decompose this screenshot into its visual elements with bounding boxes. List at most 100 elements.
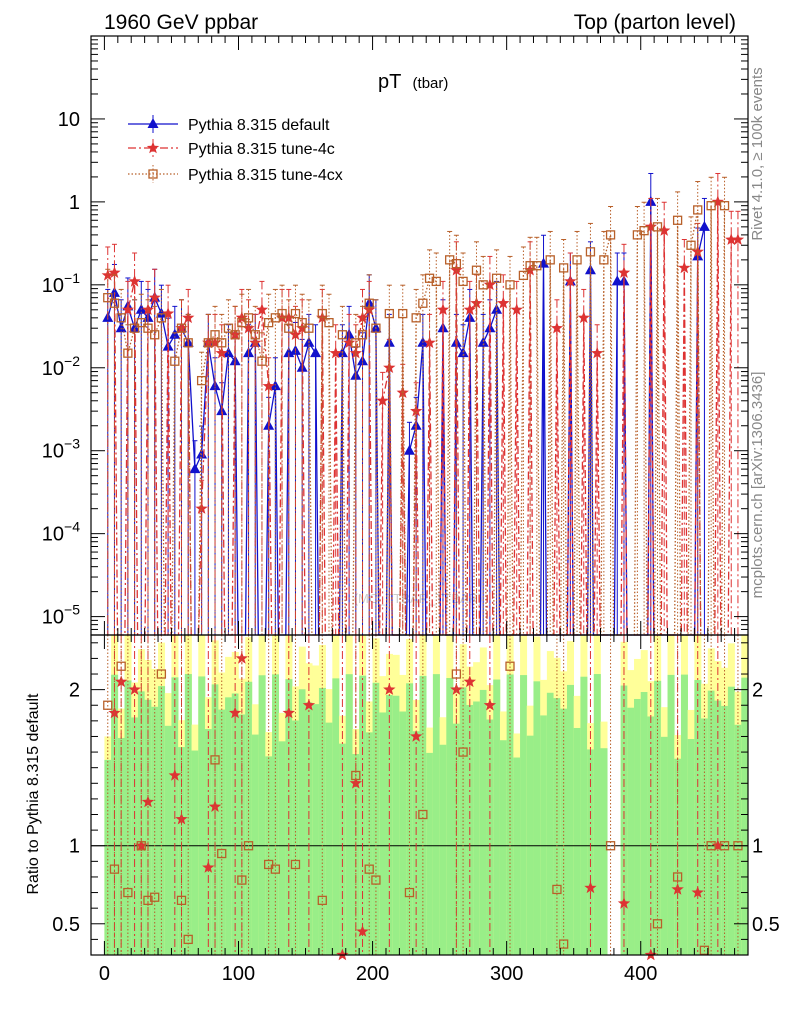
band-inner [325, 722, 333, 955]
data-point [156, 313, 167, 323]
band-inner [721, 705, 729, 955]
data-point [532, 261, 542, 271]
ratio-point [202, 861, 215, 873]
data-point [277, 308, 287, 319]
band-inner [332, 678, 340, 955]
ratio-series-tune4cx [103, 635, 743, 955]
data-point [296, 321, 309, 334]
plot-title: pT (tbar) [378, 71, 448, 93]
ratio-point [505, 661, 515, 671]
legend-marker-tune4c [146, 141, 160, 154]
data-point [235, 311, 248, 324]
band-inner [104, 759, 112, 955]
ratio-point [175, 812, 188, 825]
band-inner [278, 741, 286, 955]
y-tick-exp: −5 [64, 602, 80, 618]
data-point [545, 255, 555, 265]
data-point [518, 270, 529, 281]
y-tick-exp: −3 [64, 436, 80, 452]
ratio-point [156, 669, 167, 679]
legend-marker-tune4cx [148, 169, 158, 179]
data-point [458, 276, 468, 287]
band-inner [432, 674, 440, 955]
data-point [129, 323, 140, 333]
ratio-point [243, 841, 254, 851]
data-point [525, 261, 535, 271]
legend-label-tune4cx: Pythia 8.315 tune-4cx [188, 167, 343, 184]
band-inner [593, 674, 601, 955]
y-tick-label: 10−4 [42, 519, 80, 546]
band-inner [365, 732, 373, 955]
data-point [410, 404, 423, 417]
band-inner [225, 697, 233, 955]
x-tick-label: 300 [490, 963, 523, 985]
y-tick-base: 10 [42, 358, 64, 380]
data-point [123, 348, 133, 358]
data-point [398, 308, 408, 319]
data-point [384, 308, 394, 319]
data-point [591, 346, 604, 359]
data-point [217, 338, 227, 348]
data-point [230, 330, 240, 340]
data-point [215, 346, 228, 359]
ratio-point [210, 755, 220, 765]
legend: Pythia 8.315 default Pythia 8.315 tune-4… [128, 115, 343, 184]
ratio-point [237, 875, 247, 885]
band-inner [191, 750, 199, 955]
rivet-label: Rivet 4.1.0, ≥ 100k events [749, 67, 766, 240]
band-inner [600, 748, 608, 955]
data-point [155, 307, 167, 318]
top-series-layer [101, 172, 745, 636]
ratio-point [183, 934, 193, 945]
data-point [572, 255, 582, 265]
data-point [436, 303, 450, 316]
data-point [143, 323, 153, 333]
ratio-point [558, 939, 569, 949]
data-point [189, 463, 201, 474]
data-point [129, 322, 141, 333]
ratio-point [123, 887, 133, 898]
ratio-point [109, 864, 120, 874]
data-point [170, 356, 180, 366]
band-inner [406, 683, 414, 955]
band-inner [540, 715, 548, 955]
data-point [183, 338, 193, 348]
watermark: (MC_TTBAR_TTBAR) [354, 591, 483, 606]
data-point [431, 276, 441, 287]
data-point [282, 311, 295, 324]
band-inner [741, 677, 749, 955]
data-point [396, 386, 409, 398]
band-inner [298, 689, 306, 955]
band-inner [312, 704, 320, 955]
ratio-point [483, 698, 497, 711]
data-point [195, 502, 208, 514]
y-tick-base: 10 [42, 441, 64, 463]
data-point [678, 261, 691, 274]
ratio-ylabel: Ratio to Pythia 8.315 default [25, 693, 42, 895]
data-point [264, 317, 274, 328]
ratio-point [229, 706, 242, 719]
band-inner [701, 718, 709, 955]
band-inner [479, 689, 487, 955]
mcplots-label: mcplots.cern.ch [arXiv:1306.3436] [749, 372, 766, 599]
band-inner [426, 752, 434, 955]
data-point [371, 323, 381, 333]
data-point [297, 317, 307, 328]
ratio-point [282, 706, 295, 719]
data-point [550, 321, 564, 334]
ratio-point [116, 661, 126, 671]
ratio-point [136, 841, 146, 851]
data-point [290, 308, 301, 319]
band-inner [647, 716, 655, 955]
data-point [196, 375, 207, 386]
ratio-point [652, 919, 663, 929]
y-tick-base: 10 [42, 607, 64, 629]
x-tick-label: 400 [624, 963, 657, 985]
ratio-point [143, 895, 153, 906]
y-tick-label: 10−5 [42, 602, 80, 629]
data-point [255, 303, 269, 316]
data-point [357, 330, 368, 340]
band-inner [231, 693, 239, 955]
data-point [617, 266, 631, 278]
